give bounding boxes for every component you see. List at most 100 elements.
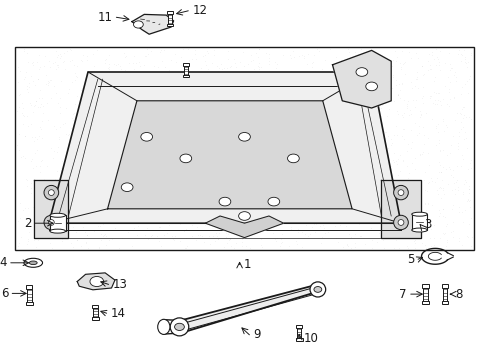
Point <box>58 230 66 236</box>
Point <box>220 244 228 250</box>
Point <box>150 207 158 213</box>
Point <box>350 231 358 237</box>
Point <box>102 96 109 102</box>
Point <box>417 63 425 69</box>
Point <box>105 131 113 137</box>
Point <box>278 77 286 82</box>
Point <box>339 113 347 118</box>
Point <box>163 147 171 153</box>
Point <box>68 112 76 117</box>
Point <box>67 216 75 222</box>
Point <box>230 138 238 144</box>
Point <box>345 102 352 108</box>
Point <box>93 206 101 212</box>
Point <box>403 245 411 251</box>
Point <box>212 148 220 154</box>
Point <box>53 149 61 155</box>
Point <box>312 146 320 152</box>
Point <box>440 60 448 66</box>
Point <box>83 233 91 238</box>
Point <box>467 216 474 221</box>
Point <box>457 153 465 158</box>
Point <box>81 239 89 245</box>
Point <box>160 232 167 238</box>
Point <box>104 167 112 173</box>
Point <box>60 160 68 166</box>
Point <box>110 218 118 224</box>
Point <box>98 91 106 97</box>
Point <box>104 237 112 243</box>
Point <box>269 203 277 209</box>
Point <box>290 171 298 177</box>
Point <box>328 163 336 169</box>
Point <box>357 117 365 122</box>
Point <box>173 186 181 192</box>
Point <box>77 87 84 93</box>
Point <box>375 82 383 88</box>
Point <box>61 197 69 203</box>
Point <box>199 192 206 197</box>
Point <box>195 84 203 89</box>
Point <box>418 100 426 106</box>
Point <box>67 181 75 187</box>
Point <box>313 116 321 122</box>
Point <box>194 187 202 193</box>
Point <box>211 110 219 116</box>
Point <box>380 135 388 140</box>
Point <box>193 190 201 196</box>
Point <box>97 77 105 82</box>
Point <box>423 58 431 64</box>
Point <box>177 94 185 100</box>
Point <box>37 104 44 110</box>
Point <box>450 69 458 75</box>
Point <box>461 135 469 140</box>
Point <box>46 240 54 246</box>
Point <box>340 219 347 225</box>
Point <box>352 140 360 146</box>
Point <box>269 230 277 236</box>
Point <box>348 211 356 217</box>
Point <box>144 172 152 177</box>
Point <box>88 187 96 193</box>
Point <box>70 63 78 68</box>
Point <box>390 132 398 138</box>
Point <box>354 221 362 226</box>
Point <box>327 72 335 78</box>
Point <box>291 205 299 211</box>
Point <box>287 55 295 61</box>
Point <box>201 53 209 58</box>
Point <box>142 210 150 215</box>
Point <box>272 222 280 228</box>
Point <box>405 208 412 214</box>
Point <box>141 53 149 59</box>
Point <box>270 187 278 193</box>
Point <box>188 222 196 228</box>
Point <box>34 104 41 110</box>
Point <box>142 168 150 174</box>
Point <box>191 89 199 95</box>
Point <box>86 71 94 76</box>
Point <box>348 175 356 181</box>
Point <box>400 234 407 240</box>
Point <box>268 160 276 166</box>
Point <box>310 99 318 105</box>
Point <box>402 218 409 224</box>
Point <box>133 106 141 112</box>
Point <box>89 165 97 171</box>
Point <box>273 61 281 67</box>
Point <box>399 98 407 103</box>
Point <box>271 145 279 151</box>
Point <box>83 93 91 98</box>
Point <box>270 137 278 143</box>
Point <box>332 171 340 177</box>
Point <box>345 231 352 237</box>
Point <box>414 216 422 221</box>
Point <box>96 224 104 229</box>
Point <box>54 100 62 106</box>
Point <box>396 87 404 93</box>
Text: 6: 6 <box>1 287 8 300</box>
Point <box>353 208 361 214</box>
Point <box>377 88 385 94</box>
Point <box>410 240 418 246</box>
Point <box>14 80 21 85</box>
